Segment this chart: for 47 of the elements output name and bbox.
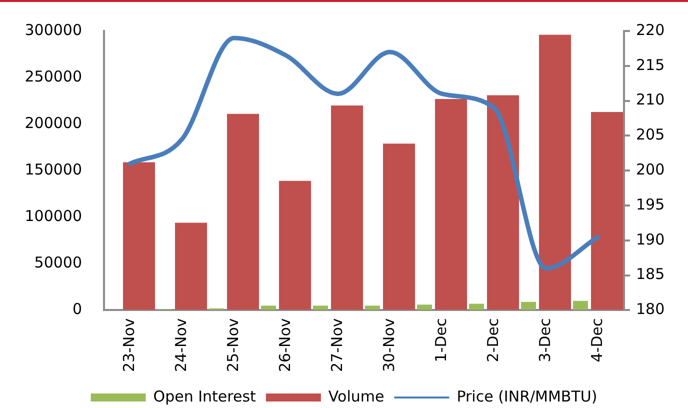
y-tick-label: 0	[72, 300, 82, 318]
x-tick-label: 26-Nov	[276, 318, 294, 372]
bar	[365, 306, 380, 310]
x-tick-label: 23-Nov	[120, 318, 138, 372]
bar	[417, 304, 432, 310]
y2-tick-label: 185	[636, 265, 665, 284]
x-tick-label: 24-Nov	[172, 318, 190, 372]
y2-tick-label: 200	[636, 160, 665, 179]
y-tick-label: 150000	[24, 160, 82, 179]
x-tick-label: 25-Nov	[224, 318, 242, 372]
bar	[122, 162, 156, 310]
bar	[590, 112, 624, 310]
y2-tick-label: 180	[636, 300, 665, 318]
y-tick-label: 50000	[34, 254, 82, 272]
x-tick-label: 2-Dec	[484, 318, 502, 362]
bar	[174, 222, 208, 310]
bar	[538, 34, 572, 310]
legend-label: Price (INR/MMBTU)	[456, 387, 598, 406]
y2-tick-label: 210	[636, 90, 665, 109]
y2-tick-label: 195	[636, 195, 665, 214]
bar	[330, 105, 364, 310]
x-tick-label: 1-Dec	[432, 318, 450, 362]
bar	[278, 180, 312, 310]
bar	[573, 300, 588, 310]
y-tick-label: 100000	[24, 207, 82, 226]
x-tick-label: 3-Dec	[536, 318, 554, 362]
bar	[382, 144, 416, 310]
bar	[226, 114, 260, 310]
bar	[521, 302, 536, 310]
legend-label: Volume	[328, 387, 384, 406]
y-tick-label: 250000	[24, 67, 82, 86]
x-tick-label: 27-Nov	[328, 318, 346, 372]
y2-tick-label: 220	[636, 20, 665, 39]
bar	[469, 304, 484, 310]
bar	[434, 98, 468, 310]
x-tick-label: 4-Dec	[588, 318, 606, 362]
y-tick-label: 300000	[24, 20, 82, 39]
bar	[261, 306, 276, 310]
legend-label: Open Interest	[153, 387, 256, 406]
y2-tick-label: 190	[636, 230, 665, 248]
y-tick-label: 200000	[24, 114, 82, 132]
y2-tick-label: 215	[636, 56, 665, 74]
line-series	[128, 36, 600, 271]
y2-tick-label: 205	[636, 126, 665, 144]
bar	[313, 306, 328, 310]
x-tick-label: 30-Nov	[380, 318, 398, 372]
bar	[486, 95, 520, 310]
